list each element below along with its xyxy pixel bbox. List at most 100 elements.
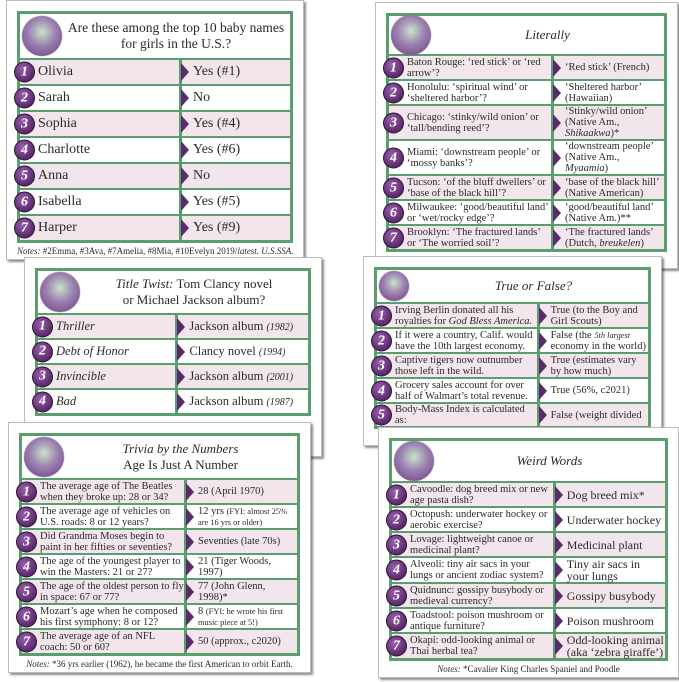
question-text: Charlotte — [20, 138, 182, 162]
answer-text: ‘good/beautiful land’ (Native Am.)** — [561, 201, 664, 224]
arrow-right-icon — [181, 63, 189, 81]
text-segment: ‘downstream people’ (Native Am., — [565, 141, 654, 163]
question-row[interactable]: 2 Honolulu: ‘spiritual wind’ or ‘sheltere… — [383, 81, 664, 104]
question-row[interactable]: 1 The average age of The Beatles when the… — [16, 480, 297, 503]
question-row[interactable]: 1 Cavoodle: dog breed mix or new age past… — [386, 483, 665, 506]
question-row[interactable]: 5 Tucson: ‘of the bluff dwellers’ or ‘bas… — [383, 176, 664, 199]
question-text: Grocery sales account for over half of W… — [377, 379, 540, 402]
question-row[interactable]: 3 Sophia Yes (#4) — [14, 112, 290, 136]
text-segment: (FYI: he wrote his first music piece at … — [198, 606, 284, 627]
text-segment: Grocery sales account for over half of W… — [395, 379, 528, 402]
text-segment: Jackson album — [189, 369, 267, 383]
question-row[interactable]: 2 Sarah No — [14, 86, 290, 110]
question-row[interactable]: 4 Alveoli: tiny air sacs in your lungs or… — [386, 558, 665, 582]
question-row[interactable]: 7 Brooklyn: ‘The fractured lands’ or ‘The… — [383, 226, 664, 249]
arrow-right-icon — [553, 203, 561, 222]
question-row[interactable]: 6 Toadstool: poison mushroom or antique f… — [386, 609, 665, 632]
number-badge: 7 — [383, 227, 404, 248]
question-row[interactable]: 4 Charlotte Yes (#6) — [14, 138, 290, 162]
text-segment: ‘Red stick’ (French) — [565, 62, 650, 73]
text-segment: The average age of vehicles on U.S. road… — [40, 505, 171, 528]
question-row[interactable]: 4 Grocery sales account for over half of … — [371, 379, 648, 402]
number-badge: 4 — [386, 559, 407, 581]
question-row[interactable]: 7 Okapi: odd-looking animal or Thai herba… — [386, 634, 665, 658]
card-title-line: Are these among the top 10 baby names — [68, 20, 284, 36]
arrow-right-icon — [553, 148, 561, 167]
answer-text: Jackson album (1982) — [185, 315, 308, 338]
answer-text: 8 (FYI: he wrote his first music piece a… — [194, 605, 297, 628]
answer-content: 50 (approx., c2020) — [198, 636, 281, 647]
question-content: The average age of an NFL coach: 50 or 6… — [40, 631, 184, 653]
question-content: Quidnunc: gossipy busybody or medieval c… — [410, 585, 553, 607]
answer-text: Underwater hockey — [563, 508, 665, 531]
arrow-right-icon — [554, 586, 563, 605]
answer-content: Dog breed mix* — [567, 489, 645, 501]
question-content: Bad — [56, 394, 76, 409]
text-segment: Jackson album — [189, 394, 267, 408]
question-text: Milwaukee: ‘good/beautiful land’ or ‘wet… — [389, 201, 554, 224]
question-row[interactable]: 2 Octopush: underwater hockey or aerobic … — [386, 508, 665, 531]
question-text: Alveoli: tiny air sacs in your lungs or … — [392, 558, 556, 582]
text-segment: The age of the youngest player to win th… — [40, 555, 181, 578]
answer-content: False (the 5th largest economy in the wo… — [551, 330, 648, 352]
question-row[interactable]: 5 Quidnunc: gossipy busybody or medieval … — [386, 584, 665, 607]
question-row[interactable]: 4 Miami: ‘downstream people’ or ‘mossy ba… — [383, 141, 664, 174]
question-row[interactable]: 6 Isabella Yes (#5) — [14, 190, 290, 214]
number-badge: 1 — [386, 484, 407, 505]
question-text: Chicago: ‘stinky/wild onion’ or ‘tall/be… — [389, 106, 554, 139]
text-segment: economy in the world) — [550, 340, 646, 352]
card-notes: Notes: *Cavalier King Charles Spaniel an… — [389, 661, 668, 677]
question-row[interactable]: 3 Lovage: lightweight canoe or medicinal … — [386, 533, 665, 556]
answer-text: Jackson album (2001) — [185, 365, 308, 388]
question-row[interactable]: 7 The average age of an NFL coach: 50 or … — [16, 630, 297, 653]
arrow-right-icon — [554, 561, 563, 579]
text-segment: Body-Mass Index is calculated as: — [395, 404, 525, 426]
question-content: Grocery sales account for over half of W… — [395, 380, 537, 402]
question-text: Anna — [20, 164, 182, 188]
text-segment: Poison mushroom — [566, 613, 654, 628]
arrow-right-icon — [553, 113, 561, 132]
question-row[interactable]: 1 Thriller Jackson album (1982) — [32, 315, 308, 338]
question-row[interactable]: 1 Irving Berlin donated all his royalties… — [371, 304, 648, 327]
text-segment: Jackson album — [189, 319, 267, 333]
question-row[interactable]: 3 Chicago: ‘stinky/wild onion’ or ‘tall/b… — [383, 106, 664, 139]
question-row[interactable]: 1 Olivia Yes (#1) — [14, 60, 290, 84]
number-badge: 2 — [386, 509, 407, 530]
question-row[interactable]: 3 Did Grandma Moses begin to paint in her… — [16, 530, 297, 553]
question-row[interactable]: 4 The age of the youngest player to win t… — [16, 555, 297, 578]
question-content: Alveoli: tiny air sacs in your lungs or … — [410, 559, 553, 581]
question-row[interactable]: 6 Mozart’s age when he composed his first… — [16, 605, 297, 628]
text-segment: ‘Sheltered harbor’ (Hawaiian) — [565, 81, 642, 104]
arrow-right-icon — [538, 306, 547, 325]
text-segment: 12 yrs — [198, 505, 227, 517]
question-row[interactable]: 7 Harper Yes (#9) — [14, 216, 290, 240]
question-text: If it were a country, Calif. would have … — [377, 329, 540, 352]
answer-text: No — [189, 164, 290, 188]
arrow-right-icon — [186, 632, 194, 651]
question-row[interactable]: 4 Bad Jackson album (1987) — [32, 390, 308, 413]
arrow-right-icon — [177, 392, 186, 411]
question-content: Okapi: odd-looking animal or Thai herbal… — [410, 635, 553, 657]
card-notes: Notes: #2Emma, #3Ava, #7Amelia, #8Mia, #… — [17, 243, 294, 259]
question-row[interactable]: 5 The age of the oldest person to fly in … — [16, 580, 297, 603]
question-content: Invincible — [56, 369, 106, 384]
card-title-line: Trivia by the Numbers — [123, 441, 239, 457]
question-row[interactable]: 3 Captive tigers now outnumber those left… — [371, 354, 648, 377]
question-row[interactable]: 2 Debt of Honor Clancy novel (1994) — [32, 340, 308, 363]
question-row[interactable]: 1 Baton Rouge: ‘red stick’ or ‘red arrow’… — [383, 56, 664, 79]
text-segment: Thriller — [56, 319, 95, 333]
question-row[interactable]: 2 If it were a country, Calif. would have… — [371, 329, 648, 352]
card-title-line: or Michael Jackson album? — [123, 292, 266, 308]
question-row[interactable]: 2 The average age of vehicles on U.S. roa… — [16, 505, 297, 528]
question-text: Cavoodle: dog breed mix or new age pasta… — [392, 483, 556, 506]
question-row[interactable]: 3 Invincible Jackson album (2001) — [32, 365, 308, 388]
text-segment: or Michael Jackson album? — [122, 292, 266, 307]
question-row[interactable]: 5 Body-Mass Index is calculated as: False … — [371, 404, 648, 426]
card-frame: Are these among the top 10 baby names for… — [14, 11, 293, 243]
question-row[interactable]: 5 Anna No — [14, 164, 290, 188]
text-segment: No — [193, 90, 211, 105]
question-text: Tucson: ‘of the bluff dwellers’ or ‘base… — [389, 176, 554, 199]
question-row[interactable]: 6 Milwaukee: ‘good/beautiful land’ or ‘we… — [383, 201, 664, 224]
text-segment: 8 — [198, 605, 206, 617]
question-text: Body-Mass Index is calculated as: — [377, 404, 540, 426]
